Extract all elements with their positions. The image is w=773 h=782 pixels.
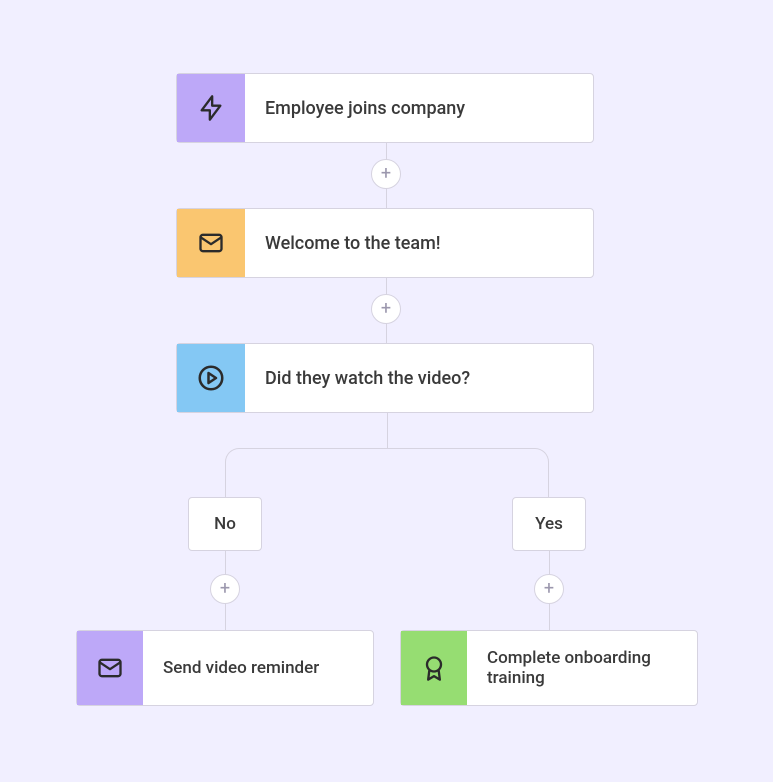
node-complete[interactable]: Complete onboarding training <box>400 630 698 706</box>
decision-label: No <box>214 514 236 534</box>
add-step-button[interactable]: + <box>371 159 401 189</box>
node-label: Welcome to the team! <box>245 209 461 277</box>
node-trigger[interactable]: Employee joins company <box>176 73 594 143</box>
bolt-icon <box>177 74 245 142</box>
add-step-button[interactable]: + <box>210 574 240 604</box>
node-question[interactable]: Did they watch the video? <box>176 343 594 413</box>
node-label: Send video reminder <box>143 631 339 705</box>
decision-label: Yes <box>535 514 563 534</box>
add-step-button[interactable]: + <box>371 294 401 324</box>
node-label: Employee joins company <box>245 74 485 142</box>
mail-icon <box>177 209 245 277</box>
branch-fork <box>225 448 549 497</box>
node-reminder[interactable]: Send video reminder <box>76 630 374 706</box>
decision-yes[interactable]: Yes <box>512 497 586 551</box>
decision-no[interactable]: No <box>188 497 262 551</box>
node-label: Complete onboarding training <box>467 631 697 705</box>
add-step-button[interactable]: + <box>534 574 564 604</box>
node-label: Did they watch the video? <box>245 344 490 412</box>
play-icon <box>177 344 245 412</box>
award-icon <box>401 631 467 705</box>
mail-icon <box>77 631 143 705</box>
branch-stem <box>387 413 388 448</box>
node-welcome[interactable]: Welcome to the team! <box>176 208 594 278</box>
